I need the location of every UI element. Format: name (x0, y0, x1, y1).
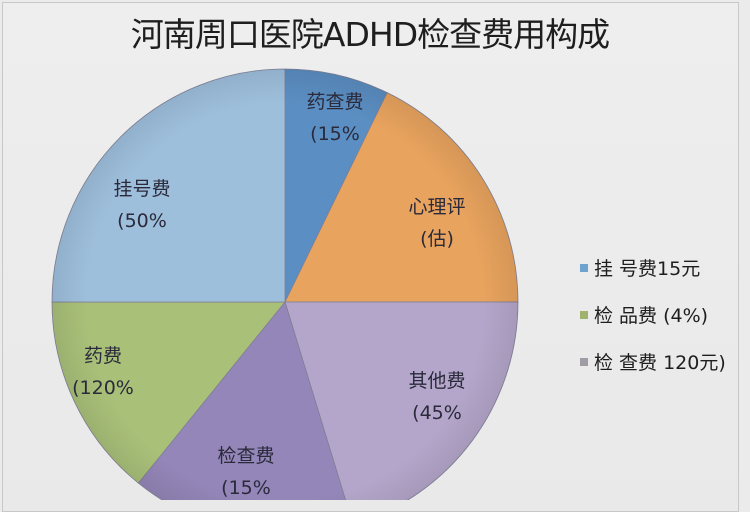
slice-label-value: (15% (221, 477, 271, 499)
legend-label: 检 查费 120元) (594, 352, 726, 374)
slice-label: 药费 (120% (72, 340, 134, 404)
slice-label: 检查费 (15% (217, 440, 274, 504)
legend-label: 检 品费 (4%) (594, 305, 709, 327)
slice-label-name: 药查费 (306, 91, 364, 113)
slice-label: 挂号费 (50% (113, 173, 170, 237)
legend-swatch-icon (580, 310, 588, 319)
slice-label-value: (50% (117, 210, 167, 232)
slice-label-name: 其他费 (408, 370, 466, 392)
slice-label: 其他费 (45% (408, 365, 465, 429)
slice-label-value: (120% (72, 377, 134, 399)
slice-label-name: 心理评 (408, 196, 466, 218)
legend-item: 挂 号费15元 (580, 244, 726, 291)
slice-label-value: (45% (412, 402, 462, 424)
legend-label: 挂 号费15元 (594, 258, 701, 280)
slice-label-name: 检查费 (217, 445, 275, 467)
slice-label-value: (估) (420, 228, 454, 250)
slice-label-value: (15% (310, 123, 360, 145)
slice-label-name: 挂号费 (113, 178, 171, 200)
legend-item: 检 品费 (4%) (580, 291, 726, 338)
legend-swatch-icon (580, 357, 588, 366)
slice-label: 心理评 (估) (408, 191, 465, 255)
legend-item: 检 查费 120元) (580, 338, 726, 385)
pie-chart (51, 68, 519, 500)
legend: 挂 号费15元 检 品费 (4%) 检 查费 120元) (580, 244, 726, 385)
chart-title: 河南周口医院ADHD检查费用构成 (130, 15, 610, 54)
legend-swatch-icon (580, 263, 588, 272)
slice-label-name: 药费 (83, 345, 123, 367)
slice-label: 药查费 (15% (306, 86, 363, 150)
